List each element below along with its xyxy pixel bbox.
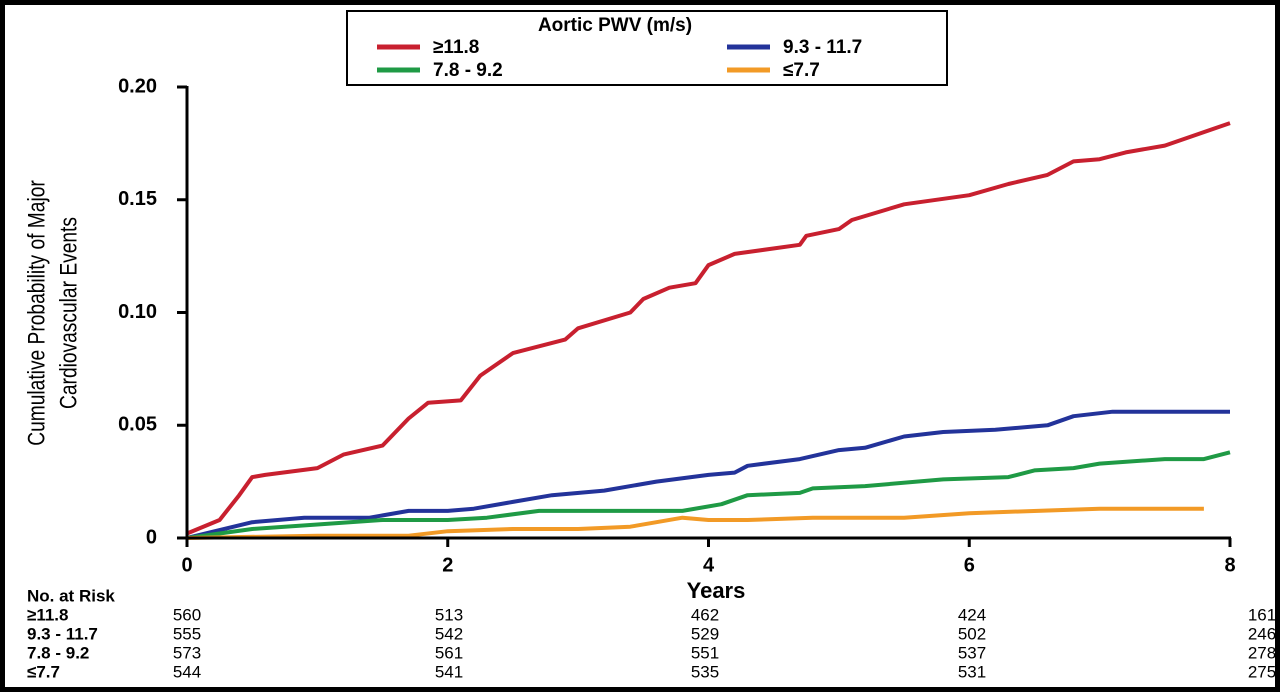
y-axis-label: Cumulative Probability of Major — [22, 180, 50, 446]
y-tick-label: 0.20 — [118, 75, 157, 97]
risk-value: 502 — [958, 624, 986, 643]
y-tick-label: 0.05 — [118, 414, 157, 436]
legend-label: 9.3 - 11.7 — [783, 37, 862, 58]
risk-table-title: No. at Risk — [27, 586, 115, 605]
risk-value: 555 — [173, 624, 201, 643]
y-axis-label: Cardiovascular Events — [54, 217, 82, 409]
risk-value: 537 — [958, 643, 986, 662]
risk-value: 542 — [435, 624, 463, 643]
risk-value: 573 — [173, 643, 201, 662]
risk-value: 513 — [435, 605, 463, 624]
risk-row-label: ≤7.7 — [27, 662, 60, 681]
series-line — [186, 121, 1231, 536]
x-axis-label: Years — [687, 578, 746, 603]
background — [5, 5, 1275, 687]
risk-value: 161 — [1248, 605, 1276, 624]
legend-label: ≥11.8 — [433, 37, 479, 58]
y-tick-label: 0.10 — [118, 301, 157, 323]
risk-value: 535 — [691, 662, 719, 681]
y-tick-label: 0 — [146, 526, 157, 548]
risk-value: 561 — [435, 643, 463, 662]
legend-label: ≤7.7 — [783, 60, 820, 81]
risk-row-label: 7.8 - 9.2 — [27, 643, 89, 662]
series-line — [186, 450, 1231, 540]
series-line — [186, 409, 1230, 540]
y-tick-label: 0.15 — [118, 188, 157, 210]
risk-value: 529 — [691, 624, 719, 643]
legend-title: Aortic PWV (m/s) — [538, 15, 692, 36]
risk-row-label: 9.3 - 11.7 — [27, 624, 98, 643]
risk-value: 424 — [958, 605, 986, 624]
x-tick-label: 4 — [703, 554, 715, 576]
x-tick-label: 2 — [442, 554, 453, 576]
risk-value: 541 — [435, 662, 463, 681]
risk-row-label: ≥11.8 — [27, 605, 68, 624]
legend-label: 7.8 - 9.2 — [433, 60, 503, 81]
risk-value: 246 — [1248, 624, 1276, 643]
risk-value: 462 — [691, 605, 719, 624]
risk-value: 544 — [173, 662, 201, 681]
risk-value: 531 — [958, 662, 986, 681]
risk-value: 275 — [1248, 662, 1276, 681]
risk-value: 551 — [691, 643, 719, 662]
x-tick-label: 6 — [964, 554, 975, 576]
risk-value: 560 — [173, 605, 201, 624]
x-tick-label: 0 — [181, 554, 192, 576]
series-line — [186, 506, 1204, 540]
x-tick-label: 8 — [1224, 554, 1235, 576]
legend-box — [346, 10, 948, 86]
risk-value: 278 — [1248, 643, 1276, 662]
